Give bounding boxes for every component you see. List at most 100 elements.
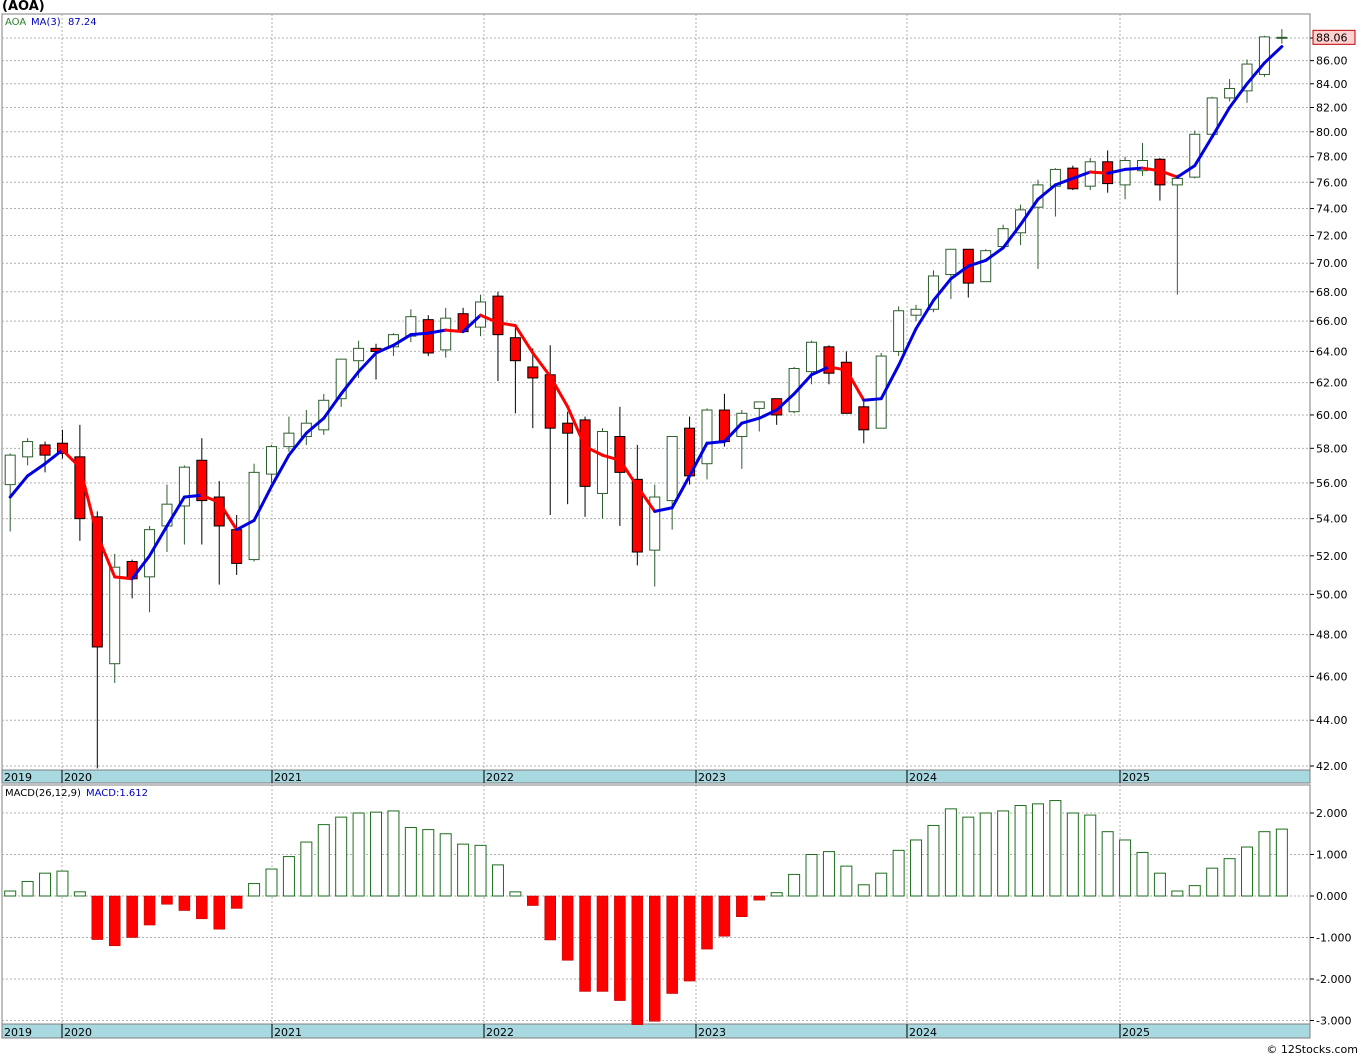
- ma3-segment: [409, 331, 430, 337]
- macd-bar-negative: [108, 895, 121, 947]
- macd-legend-label: MACD(26,12,9): [5, 788, 81, 799]
- ma3-segment: [1228, 82, 1249, 110]
- ma3-segment: [966, 258, 988, 268]
- macd-tick-label: 1.000: [1316, 849, 1348, 862]
- candle-body: [631, 478, 643, 553]
- macd-bar-positive: [1206, 867, 1219, 897]
- candle-body: [806, 341, 818, 373]
- macd-bar-positive: [1241, 846, 1254, 897]
- macd-bar-negative: [126, 895, 138, 938]
- macd-year-label: 2021: [274, 1026, 302, 1039]
- price-panel: [1, 13, 1311, 771]
- ma3-segment: [60, 448, 82, 469]
- candle-body: [318, 399, 330, 431]
- price-tick-label: 76.00: [1316, 176, 1348, 189]
- candle-up: [248, 463, 260, 562]
- ma3-segment: [531, 351, 552, 378]
- candle-body: [196, 459, 208, 502]
- macd-bar-positive: [248, 883, 261, 897]
- candle-up: [335, 358, 347, 407]
- ma3-segment: [775, 392, 796, 412]
- macd-bar-positive: [335, 816, 348, 897]
- candle-down: [840, 351, 852, 414]
- macd-bar-positive: [788, 873, 801, 897]
- candle-body: [1276, 36, 1288, 39]
- macd-bar-negative: [230, 895, 243, 909]
- ma3-segment: [653, 506, 674, 513]
- ma3-segment: [1193, 135, 1214, 168]
- ma3-segment: [461, 313, 483, 334]
- ma3-segment: [287, 431, 308, 457]
- macd-year-label: 2020: [64, 1026, 92, 1039]
- ma3-line: [8, 45, 1284, 581]
- candle-body: [858, 406, 870, 431]
- ma3-segment: [1175, 164, 1197, 179]
- macd-bar-positive: [457, 843, 470, 897]
- ma3-segment: [252, 484, 273, 522]
- macd-bar-negative: [701, 895, 713, 950]
- candle-body: [509, 337, 521, 362]
- ma3-segment: [1088, 170, 1110, 175]
- candle-up: [1137, 142, 1148, 176]
- candle-up: [596, 428, 608, 519]
- candle-down: [562, 411, 574, 505]
- macd-bar-negative: [666, 895, 678, 994]
- candle-up: [945, 248, 957, 300]
- macd-bar-positive: [840, 865, 853, 897]
- candle-down: [39, 441, 51, 473]
- ma3-segment: [600, 453, 622, 462]
- ma3-segment: [879, 363, 901, 401]
- ma3-segment: [1158, 169, 1179, 179]
- candle-up: [318, 393, 330, 435]
- macd-bar-negative: [736, 895, 748, 917]
- macd-bar-positive: [387, 810, 400, 897]
- ma3-segment: [931, 277, 953, 302]
- candle-body: [1119, 160, 1131, 186]
- price-tick-label: 72.00: [1316, 230, 1348, 243]
- candle-up: [22, 438, 34, 466]
- macd-bar-positive: [1136, 851, 1149, 897]
- candle-down: [614, 406, 626, 526]
- ma3-segment: [1210, 106, 1232, 139]
- macd-bar-positive: [962, 816, 975, 897]
- candle-up: [806, 340, 818, 385]
- candle-down: [196, 438, 208, 545]
- candle-down: [631, 444, 643, 566]
- macd-bar-negative: [683, 895, 696, 982]
- candle-body: [614, 436, 626, 473]
- macd-bar-negative: [527, 895, 539, 906]
- ma3-segment: [479, 313, 500, 325]
- price-tick-label: 74.00: [1316, 203, 1348, 216]
- candle-up: [440, 307, 452, 358]
- macd-bar-positive: [1066, 812, 1079, 897]
- ma3-segment: [1123, 166, 1144, 171]
- macd-bar-negative: [161, 895, 173, 905]
- candle-up: [666, 436, 678, 530]
- macd-bar-negative: [213, 895, 225, 930]
- candle-up: [178, 465, 190, 545]
- macd-date-axis: [1, 1023, 1311, 1039]
- candle-body: [335, 358, 347, 400]
- ma3-segment: [583, 445, 604, 457]
- ma3-segment: [688, 441, 709, 478]
- ma3-segment: [670, 474, 692, 510]
- candle-up: [910, 304, 922, 322]
- candle-body: [840, 361, 852, 414]
- ma3-segment: [1001, 223, 1023, 250]
- macd-bar-positive: [1171, 890, 1184, 897]
- macd-bar-negative: [178, 895, 191, 911]
- ma3-segment: [496, 321, 517, 328]
- candle-body: [1171, 177, 1183, 186]
- legend-ma-value: 87.24: [68, 17, 97, 28]
- ma3-segment: [374, 343, 395, 355]
- macd-bar-negative: [631, 895, 644, 1025]
- candle-body: [56, 442, 68, 454]
- ma3-segment: [148, 524, 169, 558]
- candle-body: [1189, 133, 1201, 178]
- macd-bar-positive: [1188, 885, 1201, 897]
- candle-up: [893, 306, 905, 357]
- ma3-segment: [339, 370, 361, 396]
- ma3-segment: [914, 298, 935, 331]
- ma3-segment: [444, 328, 465, 334]
- candle-body: [22, 441, 34, 458]
